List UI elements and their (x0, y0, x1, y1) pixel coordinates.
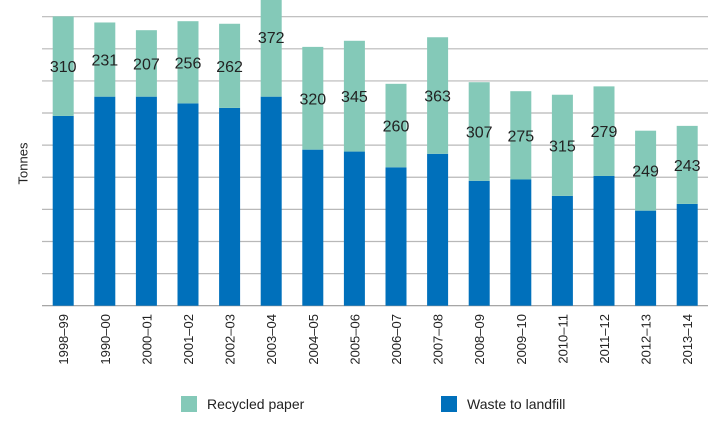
data-label: 279 (591, 124, 618, 141)
x-tick-label: 2003–04 (264, 314, 279, 365)
x-tick-label: 2009–10 (514, 314, 529, 365)
x-tick-label: 2012–13 (639, 314, 654, 365)
data-label: 372 (258, 30, 285, 47)
bar-segment-recycled (52, 16, 74, 116)
legend-item-waste-to-landfill: Waste to landfill (441, 396, 565, 412)
x-tick-label: 2002–03 (223, 314, 238, 365)
x-tick-label: 1990–00 (98, 314, 113, 365)
data-label: 243 (674, 158, 701, 175)
bar-segment-recycled (302, 46, 324, 150)
data-label: 249 (632, 164, 659, 181)
bar-segment-landfill (219, 107, 241, 306)
x-tick-label: 2005–06 (347, 314, 362, 365)
bar-segment-landfill (94, 96, 116, 306)
data-label: 262 (216, 59, 243, 76)
x-tick-label: 2007–08 (431, 314, 446, 365)
legend-swatch-landfill (441, 396, 457, 412)
x-tick-label: 1998–99 (56, 314, 71, 365)
data-label: 207 (133, 56, 160, 73)
x-tick-label: 2008–09 (472, 314, 487, 365)
bar-segment-recycled (468, 82, 490, 181)
x-tick-label: 2004–05 (306, 314, 321, 365)
bar-segment-landfill (343, 151, 365, 306)
bar-segment-landfill (427, 153, 449, 306)
y-axis-label: Tonnes (15, 142, 31, 185)
x-tick-label: 2001–02 (181, 314, 196, 365)
data-label: 260 (383, 119, 410, 136)
bar-segment-recycled (427, 37, 449, 154)
data-label: 315 (549, 138, 576, 155)
legend-label-recycled: Recycled paper (207, 396, 305, 412)
bar-segment-recycled (385, 83, 407, 168)
x-tick-label: 2013–14 (680, 314, 695, 365)
bar-segment-landfill (676, 203, 698, 306)
data-label: 307 (466, 124, 493, 141)
x-tick-label: 2000–01 (139, 314, 154, 365)
bar-segment-landfill (551, 195, 573, 306)
bar-segment-recycled (593, 86, 615, 176)
bar-segment-landfill (593, 175, 615, 306)
data-label: 320 (299, 91, 326, 108)
data-label: 345 (341, 89, 368, 106)
bar-segment-landfill (260, 96, 282, 306)
data-label: 256 (175, 55, 202, 72)
data-label: 363 (424, 89, 451, 106)
bar-segment-recycled (94, 22, 116, 97)
bar-segment-landfill (177, 103, 199, 306)
bar-segment-recycled (676, 125, 698, 204)
bar-segment-recycled (551, 94, 573, 196)
bar-segment-landfill (635, 210, 657, 306)
legend-label-landfill: Waste to landfill (467, 396, 566, 412)
bar-segment-landfill (385, 167, 407, 306)
x-tick-label: 2011–12 (597, 314, 612, 364)
bar-segment-recycled (635, 130, 657, 211)
legend-item-recycled-paper: Recycled paper (181, 396, 304, 412)
bar-segment-recycled (510, 91, 532, 180)
bar-segment-landfill (302, 149, 324, 306)
bar-segment-landfill (52, 115, 74, 306)
bar-segment-recycled (177, 21, 199, 104)
bar-segment-landfill (468, 180, 490, 306)
data-label: 231 (91, 53, 118, 70)
bar-segment-recycled (260, 0, 282, 97)
bar-segment-landfill (135, 96, 157, 306)
x-tick-label: 2006–07 (389, 314, 404, 365)
data-label: 310 (50, 59, 77, 76)
bar-segment-recycled (343, 40, 365, 152)
legend-swatch-recycled (181, 396, 197, 412)
bar-segment-landfill (510, 179, 532, 306)
x-tick-label: 2010–11 (555, 314, 570, 364)
bar-segment-recycled (219, 23, 241, 108)
bar-segment-recycled (135, 30, 157, 97)
data-label: 275 (507, 128, 534, 145)
